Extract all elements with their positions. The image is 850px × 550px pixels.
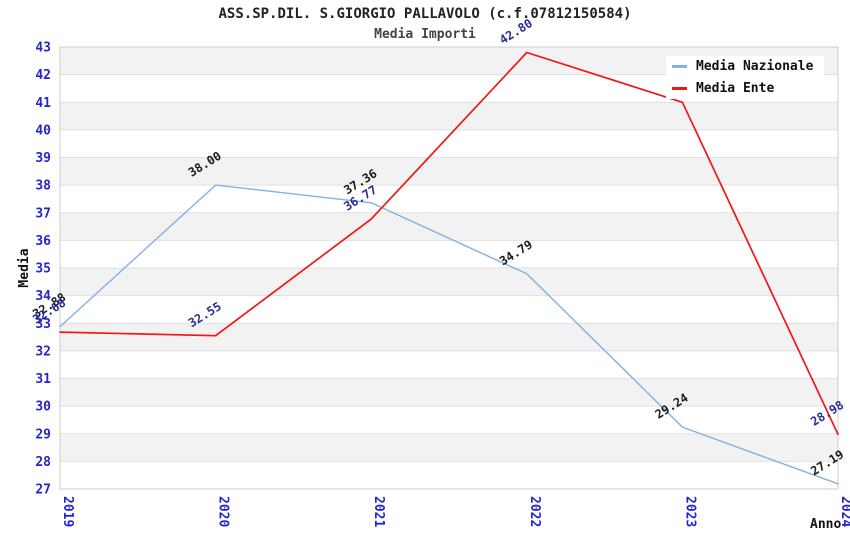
y-axis-title: Media bbox=[17, 248, 32, 287]
y-tick-label: 38 bbox=[35, 179, 51, 194]
series-line-media-ente bbox=[59, 51, 839, 436]
y-tick-label: 35 bbox=[35, 262, 51, 277]
legend-swatch-media-ente bbox=[672, 87, 687, 90]
y-tick-label: 43 bbox=[35, 41, 51, 56]
y-tick-label: 40 bbox=[35, 123, 51, 138]
y-tick-label: 36 bbox=[35, 234, 51, 249]
legend-label: Media Nazionale bbox=[696, 59, 814, 74]
y-tick-label: 31 bbox=[35, 372, 51, 387]
plot-band bbox=[60, 212, 838, 241]
y-tick-label: 39 bbox=[35, 151, 51, 166]
plot-band bbox=[60, 268, 838, 296]
plot-band bbox=[60, 323, 838, 351]
plot-band bbox=[60, 102, 838, 130]
x-tick-label: 2024 bbox=[838, 496, 850, 527]
y-tick-label: 42 bbox=[35, 68, 51, 83]
x-tick-label: 2023 bbox=[682, 496, 697, 527]
x-tick-label: 2022 bbox=[527, 496, 542, 527]
plot-band bbox=[60, 295, 838, 324]
y-tick-label: 37 bbox=[35, 206, 51, 221]
chart-title: ASS.SP.DIL. S.GIORGIO PALLAVOLO (c.f.078… bbox=[218, 6, 632, 22]
y-tick-label: 34 bbox=[35, 289, 51, 304]
y-tick-label: 33 bbox=[35, 317, 51, 332]
x-tick-label: 2021 bbox=[371, 496, 386, 527]
y-tick-label: 30 bbox=[35, 400, 51, 415]
legend-item-media-nazionale[interactable]: Media Nazionale bbox=[672, 59, 824, 74]
legend: Media Nazionale Media Ente bbox=[666, 56, 824, 99]
plot-band bbox=[60, 433, 838, 462]
plot-band bbox=[60, 461, 838, 489]
x-tick-label: 2019 bbox=[60, 496, 75, 527]
y-tick-label: 41 bbox=[35, 96, 51, 111]
y-tick-label: 29 bbox=[35, 427, 51, 442]
y-tick-label: 27 bbox=[35, 483, 51, 498]
legend-item-media-ente[interactable]: Media Ente bbox=[672, 81, 824, 96]
x-axis-title: Anno bbox=[810, 517, 841, 532]
y-tick-label: 32 bbox=[35, 344, 51, 359]
plot-band bbox=[60, 157, 838, 186]
plot-band bbox=[60, 350, 838, 379]
plot-band bbox=[60, 378, 838, 407]
plot-band bbox=[60, 185, 838, 213]
series-line-media-nazionale bbox=[59, 184, 839, 485]
plot-border bbox=[59, 46, 839, 490]
plot-band bbox=[60, 240, 838, 268]
plot-band bbox=[60, 406, 838, 434]
plot-band bbox=[60, 129, 838, 158]
x-tick-label: 2020 bbox=[216, 496, 231, 527]
legend-label: Media Ente bbox=[696, 81, 775, 96]
legend-swatch-media-nazionale bbox=[672, 65, 687, 68]
y-tick-label: 28 bbox=[35, 455, 51, 470]
chart-subtitle: Media Importi bbox=[374, 27, 476, 42]
point-label: 42.80 bbox=[497, 16, 535, 47]
